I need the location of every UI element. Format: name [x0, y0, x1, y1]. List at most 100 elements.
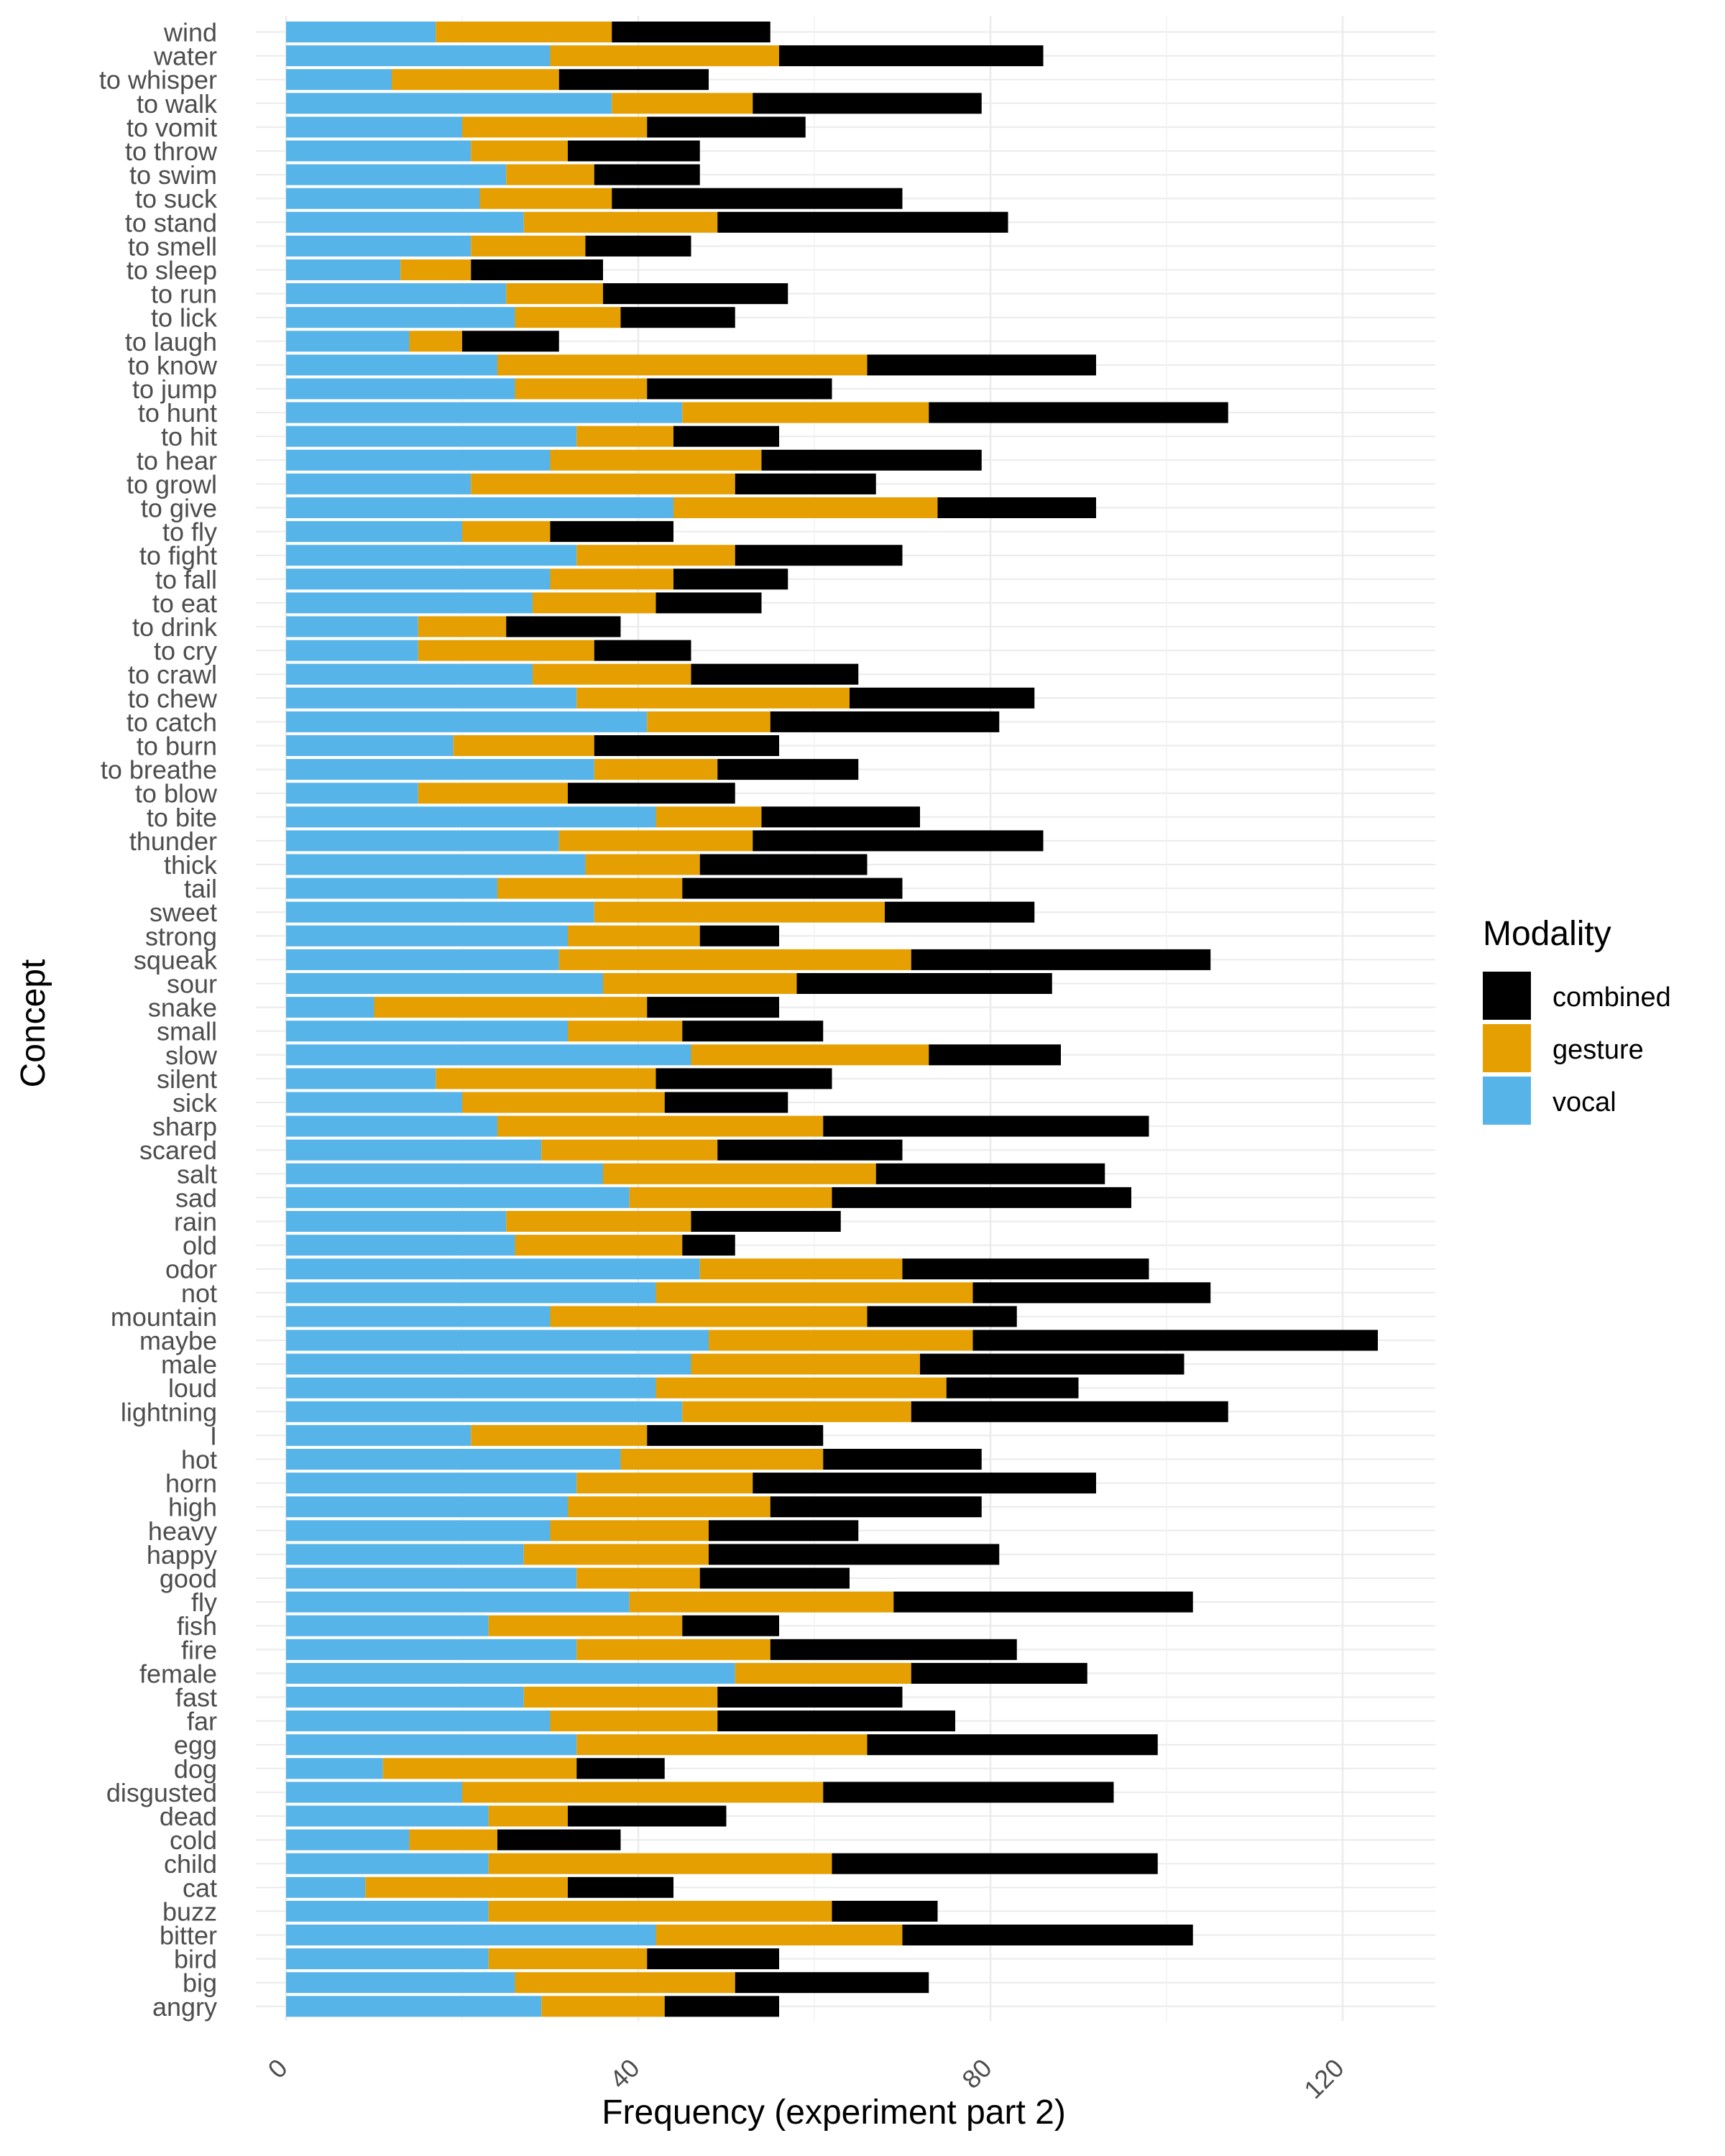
bar-vocal [286, 1068, 436, 1089]
y-tick-label: sick [172, 1088, 218, 1118]
bar-combined [717, 759, 859, 780]
bar-vocal [286, 616, 418, 637]
bar-vocal [286, 1687, 524, 1708]
bar-gesture [550, 568, 673, 590]
bar-gesture [533, 592, 656, 614]
bar-combined [594, 640, 691, 661]
bar-gesture [471, 1424, 648, 1446]
bar-combined [585, 235, 691, 257]
y-tick-label: cat [183, 1873, 217, 1902]
bar-vocal [286, 806, 656, 828]
bar-combined [893, 1591, 1193, 1613]
bar-gesture [550, 1520, 709, 1542]
bar-vocal [286, 568, 551, 590]
bar-vocal [286, 378, 515, 400]
y-tick-label: fire [181, 1635, 217, 1664]
y-tick-label: sharp [152, 1112, 217, 1141]
legend-key-combined [1483, 972, 1531, 1020]
bar-vocal [286, 949, 559, 970]
y-tick-label: sour [167, 969, 217, 999]
bar-vocal [286, 1567, 577, 1589]
y-tick-label: to blow [135, 779, 218, 808]
bar-combined [850, 687, 1035, 709]
legend-label-gesture: gesture [1552, 1035, 1644, 1065]
bar-gesture [576, 1734, 868, 1756]
bar-vocal [286, 93, 612, 114]
y-tick-label: to crawl [128, 660, 217, 689]
bar-gesture [471, 235, 586, 257]
bar-vocal [286, 1758, 383, 1779]
legend-label-vocal: vocal [1552, 1087, 1616, 1118]
bar-combined [867, 1306, 1017, 1327]
bar-vocal [286, 545, 577, 566]
bar-vocal [286, 1044, 691, 1066]
y-tick-label: happy [147, 1540, 217, 1570]
y-tick-label: fish [177, 1611, 217, 1641]
bar-vocal [286, 164, 507, 185]
bar-vocal [286, 759, 594, 780]
bar-vocal [286, 283, 507, 305]
bar-gesture [541, 1139, 718, 1161]
bar-combined [753, 1473, 1096, 1494]
y-tick-label: thunder [129, 826, 217, 856]
y-tick-label: buzz [162, 1897, 217, 1926]
bar-gesture [392, 69, 559, 91]
bar-combined [770, 1496, 982, 1518]
bar-vocal [286, 925, 568, 946]
bar-gesture [409, 331, 462, 352]
bar-combined [682, 1615, 779, 1636]
bar-gesture [436, 22, 612, 42]
y-tick-label: egg [174, 1731, 217, 1760]
y-tick-label: to walk [137, 89, 218, 119]
bar-vocal [286, 997, 374, 1018]
bar-gesture [656, 1377, 947, 1399]
y-tick-label: bitter [160, 1921, 217, 1950]
bar-combined [832, 1853, 1158, 1874]
y-tick-label: fly [191, 1588, 217, 1617]
bar-vocal [286, 497, 673, 518]
bar-combined [620, 307, 735, 328]
bar-combined [902, 1258, 1149, 1280]
bar-vocal [286, 1258, 700, 1280]
y-tick-label: old [183, 1231, 217, 1261]
y-tick-label: to fall [155, 565, 217, 594]
bar-gesture [462, 116, 648, 138]
bar-combined [761, 449, 982, 471]
bar-combined [929, 1044, 1061, 1066]
bar-gesture [576, 1639, 770, 1660]
bar-vocal [286, 1021, 568, 1042]
bar-combined [506, 616, 621, 637]
bar-vocal [286, 1211, 507, 1232]
y-tick-label: to growl [126, 469, 217, 499]
bar-vocal [286, 1615, 489, 1636]
bar-combined [550, 521, 673, 543]
bar-gesture [506, 1211, 691, 1232]
bar-combined [647, 378, 832, 400]
y-tick-label: strong [145, 921, 217, 951]
y-tick-label: wind [163, 18, 217, 47]
bar-vocal [286, 1996, 542, 2017]
bar-vocal [286, 735, 454, 756]
y-tick-label: dog [174, 1754, 217, 1784]
bar-combined [709, 1544, 1000, 1565]
y-tick-label: thick [164, 850, 218, 880]
bar-gesture [550, 45, 779, 67]
bar-gesture [576, 1567, 700, 1589]
bar-gesture [479, 188, 612, 209]
bar-vocal [286, 711, 648, 732]
bar-vocal [286, 473, 472, 494]
y-tick-label: small [157, 1017, 217, 1046]
bar-vocal [286, 1163, 603, 1184]
bar-combined [770, 1639, 1017, 1660]
bar-vocal [286, 1900, 489, 1922]
bar-vocal [286, 116, 462, 138]
bar-combined [673, 568, 788, 590]
bar-vocal [286, 22, 436, 42]
bar-gesture [682, 1401, 911, 1422]
bar-vocal [286, 877, 497, 899]
bar-vocal [286, 69, 392, 91]
y-tick-label: to breathe [101, 755, 217, 785]
bar-combined [691, 663, 859, 685]
bar-vocal [286, 687, 577, 709]
